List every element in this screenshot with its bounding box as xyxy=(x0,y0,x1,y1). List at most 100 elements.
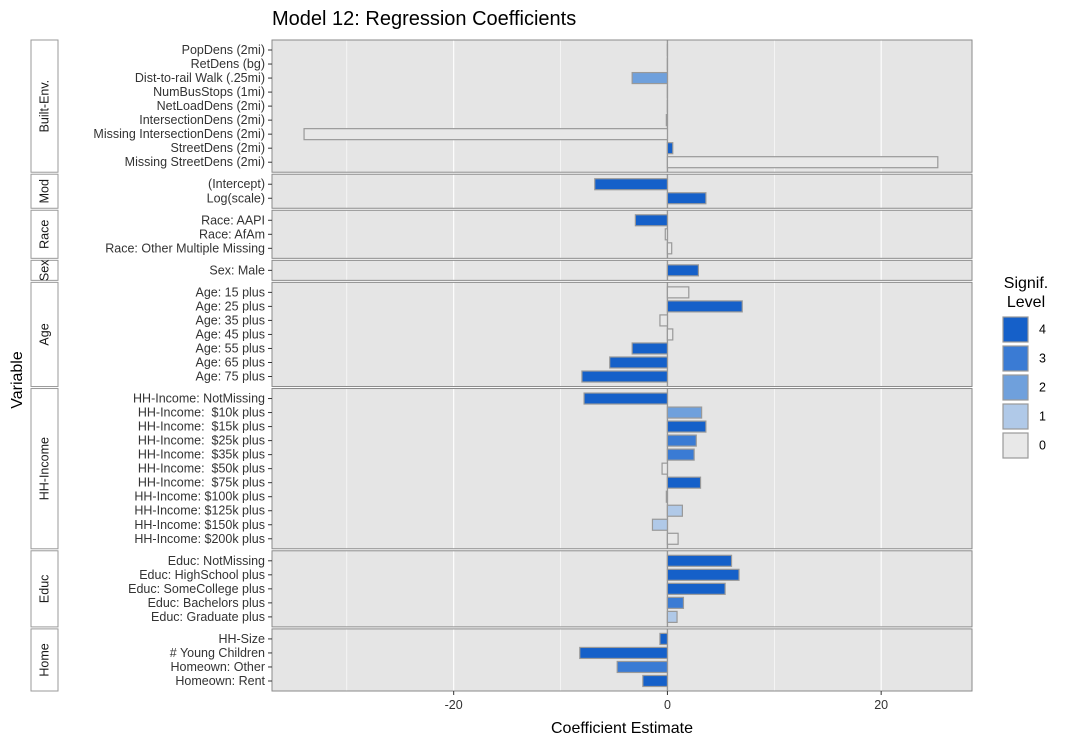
legend-key-4 xyxy=(1002,316,1029,343)
bar-hh-income-200k-plus xyxy=(666,532,679,545)
x-axis: -20 0 20 xyxy=(445,691,888,712)
bar-hh-income-15k-plus xyxy=(666,420,707,433)
y-tick-label: Age: 65 plus xyxy=(196,355,266,369)
legend-title: Level xyxy=(1007,294,1045,311)
bar-hh-income-150k-plus xyxy=(651,518,669,531)
bar-hh-income-75k-plus xyxy=(666,476,702,489)
bar-streetdens-2mi xyxy=(666,142,674,155)
y-tick-label: (Intercept) xyxy=(208,177,265,191)
legend-label: 3 xyxy=(1039,352,1046,366)
legend-label: 2 xyxy=(1039,381,1046,395)
y-tick-label: StreetDens (2mi) xyxy=(171,141,265,155)
y-tick-label: Age: 75 plus xyxy=(196,370,266,384)
bar-hh-income-35k-plus xyxy=(666,448,695,461)
y-tick-label: PopDens (2mi) xyxy=(182,43,265,57)
strip-home xyxy=(30,628,59,692)
x-tick-label: -20 xyxy=(445,698,463,712)
bar-homeown-rent xyxy=(642,674,669,688)
y-tick-label: HH-Income: $125k plus xyxy=(134,504,265,518)
y-tick-label: Educ: NotMissing xyxy=(168,554,265,568)
strip-race xyxy=(30,209,59,259)
x-axis-title: Coefficient Estimate xyxy=(551,720,693,737)
y-tick-label: Age: 35 plus xyxy=(196,313,266,327)
legend-label: 1 xyxy=(1039,410,1046,424)
strip-label-age: Age xyxy=(38,323,52,345)
bar-race-afam xyxy=(664,228,669,241)
bar-hh-size xyxy=(659,632,669,646)
panel-sex xyxy=(272,260,972,281)
y-tick-label: HH-Income: $150k plus xyxy=(134,518,265,532)
bar-race-other-multiple-missing xyxy=(666,242,673,255)
bar-age-45-plus xyxy=(666,328,674,341)
y-tick-label: HH-Income: $35k plus xyxy=(138,448,265,462)
y-tick-label: Age: 55 plus xyxy=(196,341,266,355)
bar-age-65-plus xyxy=(609,356,669,369)
legend-label: 4 xyxy=(1039,323,1046,337)
bar-educ-notmissing xyxy=(666,554,733,567)
y-tick-label: Homeown: Rent xyxy=(175,674,265,688)
bar-hh-income-25k-plus xyxy=(666,434,697,447)
y-tick-labels: PopDens (2mi)RetDens (bg)Dist-to-rail Wa… xyxy=(93,43,272,688)
strip-age xyxy=(30,281,59,388)
y-tick-label: Educ: SomeCollege plus xyxy=(128,582,265,596)
bar-age-35-plus xyxy=(659,314,669,327)
y-tick-label: Homeown: Other xyxy=(171,660,265,674)
y-tick-label: Age: 15 plus xyxy=(196,285,266,299)
y-tick-label: Race: AAPI xyxy=(201,213,265,227)
panel-border xyxy=(271,173,973,209)
bar-age-25-plus xyxy=(666,300,743,313)
bar-missing-intersectiondens-2mi xyxy=(303,128,669,141)
y-tick-label: HH-Size xyxy=(218,632,265,646)
y-tick-label: HH-Income: $50k plus xyxy=(138,462,265,476)
y-tick-label: Race: AfAm xyxy=(199,227,265,241)
bar-educ-somecollege-plus xyxy=(666,582,726,595)
y-tick-label: Log(scale) xyxy=(207,191,265,205)
panel-hh-income xyxy=(272,388,972,549)
bar-age-15-plus xyxy=(666,286,690,299)
strip-label-sex: Sex xyxy=(38,259,52,281)
bar-log-scale xyxy=(666,192,707,205)
bar-intercept xyxy=(594,178,669,191)
panel-border xyxy=(271,628,973,692)
y-tick-label: Sex: Male xyxy=(209,263,265,277)
bars xyxy=(303,43,939,688)
y-tick-label: HH-Income: $25k plus xyxy=(138,434,265,448)
panel-age xyxy=(272,282,972,387)
bar-intersectiondens-2mi xyxy=(665,114,669,127)
y-tick-label: RetDens (bg) xyxy=(191,57,265,71)
bar-race-aapi xyxy=(634,214,669,227)
bar-hh-income-50k-plus xyxy=(661,462,669,475)
bar-age-75-plus xyxy=(581,370,669,383)
y-tick-label: Missing IntersectionDens (2mi) xyxy=(93,127,265,141)
y-tick-label: Educ: Graduate plus xyxy=(151,610,265,624)
bar-hh-income-10k-plus xyxy=(666,406,703,419)
y-tick-label: Educ: Bachelors plus xyxy=(148,596,265,610)
bar-hh-income-notmissing xyxy=(583,392,669,405)
y-tick-label: HH-Income: $100k plus xyxy=(134,490,265,504)
bar-dist-to-rail-walk-25mi xyxy=(631,71,669,85)
y-tick-label: IntersectionDens (2mi) xyxy=(139,113,265,127)
strip-educ xyxy=(30,550,59,628)
bar-hh-income-125k-plus xyxy=(666,504,683,517)
strip-label-race: Race xyxy=(38,220,52,249)
strip-label-home: Home xyxy=(38,643,52,676)
strip-mod xyxy=(30,173,59,209)
y-tick-label: # Young Children xyxy=(170,646,265,660)
strip-built-env xyxy=(30,39,59,173)
x-tick-label: 0 xyxy=(664,698,671,712)
legend-title: Signif. xyxy=(1004,275,1048,292)
panel-race xyxy=(272,210,972,259)
bar-hh-income-100k-plus xyxy=(665,490,669,503)
legend-label: 0 xyxy=(1039,439,1046,453)
strip-sex xyxy=(30,259,59,281)
legend-key-0 xyxy=(1002,432,1029,459)
bar-educ-highschool-plus xyxy=(666,568,740,581)
y-tick-label: Educ: HighSchool plus xyxy=(139,568,265,582)
bar-young-children xyxy=(579,646,669,660)
strip-label-hh-income: HH-Income xyxy=(38,437,52,500)
facet-strips: Built-Env. Mod Race Sex Age HH-Income Educ Home xyxy=(30,39,59,692)
y-tick-label: Dist-to-rail Walk (.25mi) xyxy=(135,71,265,85)
panel-built-env xyxy=(272,40,972,173)
bar-educ-graduate-plus xyxy=(666,610,678,623)
